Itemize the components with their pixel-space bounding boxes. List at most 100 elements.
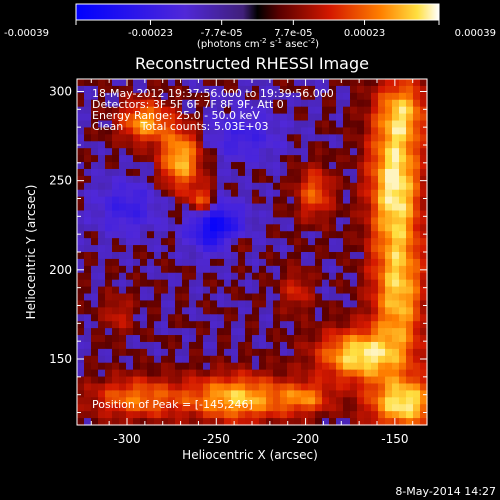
heatmap-cell bbox=[105, 168, 113, 177]
heatmap-cell bbox=[98, 238, 106, 246]
heatmap-cell bbox=[413, 245, 421, 253]
heatmap-cell bbox=[217, 252, 225, 260]
heatmap-cell bbox=[252, 210, 260, 218]
heatmap-cell bbox=[147, 293, 155, 302]
heatmap-cell bbox=[154, 231, 162, 239]
heatmap-cell bbox=[84, 272, 92, 281]
heatmap-cell bbox=[308, 231, 316, 239]
heatmap-cell bbox=[315, 355, 323, 364]
heatmap-cell bbox=[273, 189, 281, 198]
heatmap-cell bbox=[294, 217, 302, 225]
heatmap-cell bbox=[329, 383, 337, 391]
heatmap-cell bbox=[98, 79, 106, 87]
heatmap-cell bbox=[252, 238, 260, 246]
heatmap-cell bbox=[315, 272, 323, 281]
heatmap-cell bbox=[119, 272, 127, 281]
heatmap-cell bbox=[378, 148, 386, 156]
heatmap-cell bbox=[161, 307, 169, 315]
heatmap-cell bbox=[336, 265, 344, 274]
heatmap-cell bbox=[126, 134, 134, 142]
heatmap-cell bbox=[133, 134, 141, 142]
heatmap-cell bbox=[273, 203, 281, 212]
heatmap-cell bbox=[84, 85, 92, 94]
heatmap-cell bbox=[315, 106, 323, 115]
heatmap-cell bbox=[112, 141, 120, 149]
heatmap-cell bbox=[364, 106, 372, 115]
heatmap-cell bbox=[126, 238, 134, 246]
heatmap-cell bbox=[105, 390, 113, 398]
heatmap-cell bbox=[357, 293, 365, 302]
heatmap-cell bbox=[154, 404, 162, 412]
heatmap-cell bbox=[168, 203, 176, 212]
heatmap-cell bbox=[378, 210, 386, 218]
heatmap-cell bbox=[210, 307, 218, 315]
heatmap-cell bbox=[399, 217, 407, 225]
heatmap-cell bbox=[406, 148, 414, 156]
heatmap-cell bbox=[84, 79, 92, 87]
heatmap-cell bbox=[231, 369, 239, 378]
heatmap-cell bbox=[140, 217, 148, 225]
heatmap-cell bbox=[399, 141, 407, 149]
heatmap-cell bbox=[168, 404, 176, 412]
heatmap-cell bbox=[245, 189, 253, 198]
heatmap-cell bbox=[287, 404, 295, 412]
heatmap-cell bbox=[231, 189, 239, 198]
heatmap-cell bbox=[147, 189, 155, 198]
heatmap-cell bbox=[210, 203, 218, 212]
heatmap-cell bbox=[280, 252, 288, 260]
heatmap-cell bbox=[189, 85, 197, 94]
heatmap-cell bbox=[224, 182, 232, 191]
heatmap-cell bbox=[357, 321, 365, 329]
heatmap-cell bbox=[252, 286, 260, 295]
heatmap-cell bbox=[231, 182, 239, 191]
heatmap-cell bbox=[371, 175, 379, 184]
heatmap-cell bbox=[105, 321, 113, 329]
heatmap-cell bbox=[266, 286, 274, 295]
heatmap-cell bbox=[329, 341, 337, 350]
heatmap-cell bbox=[245, 127, 253, 135]
heatmap-cell bbox=[238, 168, 246, 177]
heatmap-cell bbox=[217, 258, 225, 267]
heatmap-cell bbox=[189, 196, 197, 205]
heatmap-cell bbox=[343, 362, 351, 371]
heatmap-cell bbox=[245, 203, 253, 212]
heatmap-cell bbox=[98, 252, 106, 260]
heatmap-cell bbox=[84, 120, 92, 129]
heatmap-cell bbox=[364, 141, 372, 149]
heatmap-cell bbox=[350, 293, 358, 302]
heatmap-cell bbox=[301, 120, 309, 129]
heatmap-cell bbox=[231, 245, 239, 253]
heatmap-cell bbox=[322, 390, 330, 398]
heatmap-cell bbox=[371, 348, 379, 357]
heatmap-cell bbox=[77, 369, 85, 378]
heatmap-cell bbox=[147, 92, 155, 101]
heatmap-cell bbox=[154, 341, 162, 350]
heatmap-cell bbox=[168, 106, 176, 115]
heatmap-cell bbox=[420, 92, 428, 101]
heatmap-cell bbox=[343, 335, 351, 343]
heatmap-cell bbox=[406, 162, 414, 170]
heatmap-cell bbox=[294, 113, 302, 122]
heatmap-cell bbox=[378, 120, 386, 129]
heatmap-cell bbox=[266, 224, 274, 232]
heatmap-cell bbox=[133, 411, 141, 419]
heatmap-cell bbox=[238, 376, 246, 385]
heatmap-cell bbox=[238, 348, 246, 357]
heatmap-cell bbox=[266, 162, 274, 170]
heatmap-cell bbox=[98, 362, 106, 371]
heatmap-cell bbox=[406, 348, 414, 357]
heatmap-cell bbox=[98, 182, 106, 191]
heatmap-cell bbox=[238, 99, 246, 108]
heatmap-cell bbox=[84, 390, 92, 398]
heatmap-cell bbox=[392, 189, 400, 198]
heatmap-cell bbox=[315, 155, 323, 163]
heatmap-cell bbox=[329, 162, 337, 170]
heatmap-cell bbox=[147, 362, 155, 371]
heatmap-cell bbox=[196, 265, 204, 274]
heatmap-cell bbox=[210, 279, 218, 288]
heatmap-cell bbox=[231, 231, 239, 239]
heatmap-cell bbox=[301, 175, 309, 184]
heatmap-cell bbox=[413, 314, 421, 322]
heatmap-cell bbox=[273, 231, 281, 239]
heatmap-cell bbox=[77, 314, 85, 322]
